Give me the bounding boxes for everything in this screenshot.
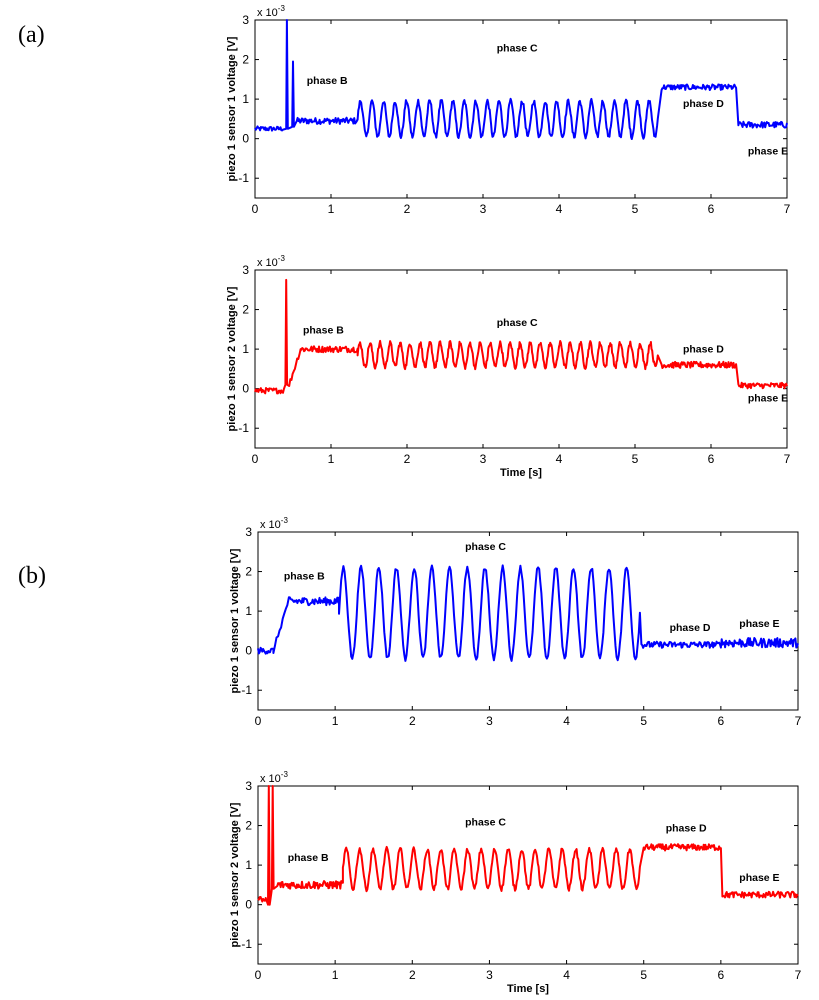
x-tick-label: 4 xyxy=(563,968,570,982)
plot-frame xyxy=(257,531,799,711)
y-tick-label: 1 xyxy=(242,92,249,106)
x-tick-label: 0 xyxy=(252,452,259,466)
annotation-phase-c: phase C xyxy=(465,541,506,553)
panel-label-b: (b) xyxy=(18,563,46,589)
y-tick-label: 3 xyxy=(242,263,249,277)
y-tick-label: 3 xyxy=(242,13,249,27)
x-tick-label: 7 xyxy=(784,452,791,466)
x-tick-label: 3 xyxy=(486,714,493,728)
x-tick-label: 5 xyxy=(640,714,647,728)
y-axis-label: piezo 1 sensor 2 voltage [V] xyxy=(226,286,238,431)
y-axis-label: piezo 1 sensor 1 voltage [V] xyxy=(229,548,241,693)
y-tick-label: 2 xyxy=(242,303,249,317)
y-tick-label: 0 xyxy=(242,132,249,146)
y-tick-label: 1 xyxy=(245,858,252,872)
x-tick-label: 1 xyxy=(328,202,335,216)
signal-line-sensor2 xyxy=(257,785,799,906)
x-tick-label: 5 xyxy=(632,452,639,466)
x-tick-label: 3 xyxy=(480,202,487,216)
x-tick-label: 4 xyxy=(563,714,570,728)
x-tick-label: 6 xyxy=(718,714,725,728)
annotation-phase-e: phase E xyxy=(739,872,779,884)
signal-line-sensor1 xyxy=(254,19,788,140)
plot-frame xyxy=(257,785,799,965)
y-tick-label: -1 xyxy=(238,421,249,435)
x-tick-label: 5 xyxy=(632,202,639,216)
y-tick-label: 2 xyxy=(245,819,252,833)
plot-frame xyxy=(254,269,788,449)
chart-a-sensor1: 0 1 2 3 4 5 6 7 -1 0 1 2 3 x 10-3 piezo 1 sensor 1 vol… xyxy=(226,4,791,216)
annotation-phase-d: phase D xyxy=(666,822,707,834)
x-tick-label: 7 xyxy=(795,714,802,728)
x-tick-label: 6 xyxy=(708,452,715,466)
annotation-phase-e: phase E xyxy=(739,618,779,630)
y-tick-label: -1 xyxy=(241,937,252,951)
x-tick-label: 3 xyxy=(480,452,487,466)
x-tick-label: 1 xyxy=(332,714,339,728)
annotation-phase-d: phase D xyxy=(670,622,711,634)
chart-b-sensor1: 0 1 2 3 4 5 6 7 -1 0 1 2 3 x 10-3 piezo 1 sensor 1 vol… xyxy=(229,516,802,728)
y-tick-label: 3 xyxy=(245,525,252,539)
annotation-phase-b: phase B xyxy=(307,75,348,87)
y-axis-label: piezo 1 sensor 2 voltage [V] xyxy=(229,802,241,947)
x-tick-label: 2 xyxy=(404,452,411,466)
x-tick-label: 0 xyxy=(255,714,262,728)
y-tick-label: 1 xyxy=(242,342,249,356)
y-tick-label: 2 xyxy=(242,53,249,67)
y-exponent: x 10-3 xyxy=(257,4,285,19)
signal-line-sensor2 xyxy=(254,278,788,395)
x-tick-label: 1 xyxy=(332,968,339,982)
panel-label-a: (a) xyxy=(18,22,45,48)
x-tick-label: 3 xyxy=(486,968,493,982)
x-tick-label: 7 xyxy=(784,202,791,216)
annotation-phase-e: phase E xyxy=(748,393,788,405)
x-tick-label: 0 xyxy=(255,968,262,982)
x-tick-label: 5 xyxy=(640,968,647,982)
y-tick-label: 0 xyxy=(242,382,249,396)
x-tick-label: 2 xyxy=(409,968,416,982)
y-tick-label: 1 xyxy=(245,604,252,618)
y-tick-label: 2 xyxy=(245,565,252,579)
annotation-phase-b: phase B xyxy=(288,852,329,864)
x-tick-label: 4 xyxy=(556,452,563,466)
annotation-phase-c: phase C xyxy=(497,317,538,329)
x-axis-label: Time [s] xyxy=(507,983,549,995)
y-axis-label: piezo 1 sensor 1 voltage [V] xyxy=(226,36,238,181)
y-tick-label: 3 xyxy=(245,779,252,793)
annotation-phase-d: phase D xyxy=(683,343,724,355)
chart-b-sensor2: 0 1 2 3 4 5 6 7 -1 0 1 2 3 x 10-3 piezo 1 sensor 2 vol… xyxy=(229,770,802,995)
x-tick-label: 1 xyxy=(328,452,335,466)
y-exponent: x 10-3 xyxy=(260,770,288,785)
y-tick-label: -1 xyxy=(241,683,252,697)
annotation-phase-e: phase E xyxy=(748,145,788,157)
annotation-phase-b: phase B xyxy=(284,570,325,582)
annotation-phase-c: phase C xyxy=(497,43,538,55)
chart-a-sensor2: 0 1 2 3 4 5 6 7 -1 0 1 2 3 x 10-3 piezo 1 sensor 2 vol… xyxy=(226,254,791,479)
x-tick-label: 6 xyxy=(718,968,725,982)
y-tick-label: 0 xyxy=(245,898,252,912)
y-exponent: x 10-3 xyxy=(260,516,288,531)
x-tick-label: 2 xyxy=(404,202,411,216)
annotation-phase-d: phase D xyxy=(683,98,724,110)
y-tick-label: 0 xyxy=(245,644,252,658)
x-axis-label: Time [s] xyxy=(500,467,542,479)
x-tick-label: 7 xyxy=(795,968,802,982)
x-tick-label: 0 xyxy=(252,202,259,216)
x-tick-label: 6 xyxy=(708,202,715,216)
y-exponent: x 10-3 xyxy=(257,254,285,269)
signal-line-sensor1 xyxy=(257,564,799,662)
x-tick-label: 2 xyxy=(409,714,416,728)
plot-frame xyxy=(254,19,788,199)
annotation-phase-b: phase B xyxy=(303,324,344,336)
y-tick-label: -1 xyxy=(238,171,249,185)
annotation-phase-c: phase C xyxy=(465,817,506,829)
x-tick-label: 4 xyxy=(556,202,563,216)
